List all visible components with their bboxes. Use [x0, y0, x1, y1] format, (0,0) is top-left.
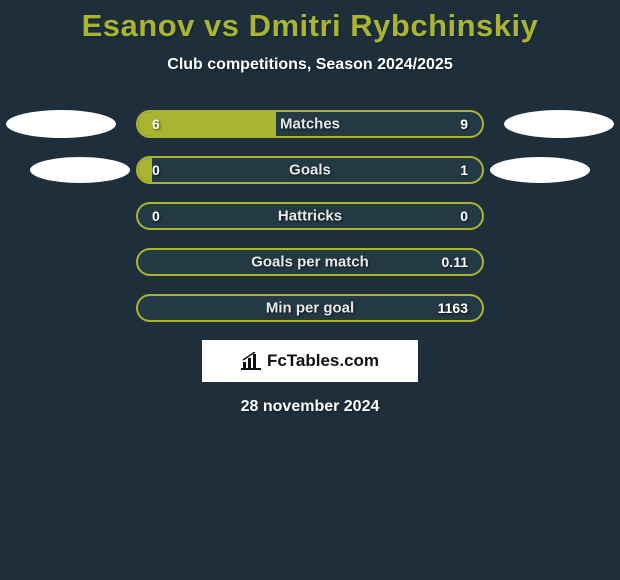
stat-value-right: 0 — [460, 208, 468, 224]
stat-bar-fill — [138, 158, 152, 182]
player-right-avatar — [490, 157, 590, 183]
stat-row-goals: 0 Goals 1 — [10, 156, 610, 184]
stat-value-left: 6 — [152, 116, 160, 132]
page-title: Esanov vs Dmitri Rybchinskiy — [0, 0, 620, 44]
chart-icon — [241, 352, 261, 370]
stat-value-right: 1163 — [438, 300, 468, 316]
stat-row-min-per-goal: Min per goal 1163 — [10, 294, 610, 322]
stat-row-goals-per-match: Goals per match 0.11 — [10, 248, 610, 276]
stat-label: Hattricks — [278, 208, 342, 225]
stat-bar: Min per goal 1163 — [136, 294, 484, 322]
stat-value-right: 9 — [460, 116, 468, 132]
comparison-card: Esanov vs Dmitri Rybchinskiy Club compet… — [0, 0, 620, 580]
subtitle: Club competitions, Season 2024/2025 — [0, 56, 620, 74]
stat-value-right: 1 — [460, 162, 468, 178]
stat-bar: 0 Hattricks 0 — [136, 202, 484, 230]
player-right-avatar — [504, 110, 614, 138]
stat-label: Goals per match — [251, 254, 369, 271]
fctables-logo[interactable]: FcTables.com — [202, 340, 418, 382]
player-left-avatar — [6, 110, 116, 138]
stat-bar: Goals per match 0.11 — [136, 248, 484, 276]
stat-value-left: 0 — [152, 162, 160, 178]
stat-label: Min per goal — [266, 300, 354, 317]
stat-label: Goals — [289, 162, 331, 179]
date-label: 28 november 2024 — [0, 398, 620, 416]
stat-value-left: 0 — [152, 208, 160, 224]
stat-value-right: 0.11 — [442, 254, 468, 270]
stats-area: 6 Matches 9 0 Goals 1 0 Hattricks 0 — [0, 110, 620, 322]
stat-row-matches: 6 Matches 9 — [10, 110, 610, 138]
stat-bar: 0 Goals 1 — [136, 156, 484, 184]
stat-label: Matches — [280, 116, 340, 133]
stat-row-hattricks: 0 Hattricks 0 — [10, 202, 610, 230]
player-left-avatar — [30, 157, 130, 183]
stat-bar: 6 Matches 9 — [136, 110, 484, 138]
logo-text: FcTables.com — [267, 351, 379, 371]
